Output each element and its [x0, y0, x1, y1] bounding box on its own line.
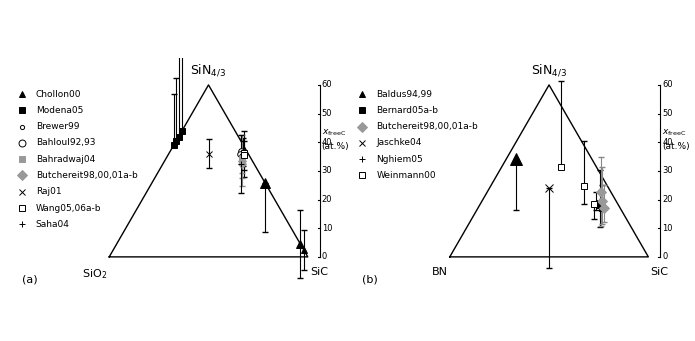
Text: SiN$_{4/3}$: SiN$_{4/3}$ — [531, 62, 567, 78]
Text: Weinmann00: Weinmann00 — [376, 171, 436, 180]
Text: 50: 50 — [322, 109, 332, 118]
Text: 10: 10 — [662, 224, 673, 233]
Text: Butchereit98,00,01a-b: Butchereit98,00,01a-b — [35, 171, 138, 180]
Text: (a): (a) — [22, 275, 38, 285]
Text: 10: 10 — [322, 224, 332, 233]
Text: BN: BN — [432, 267, 448, 277]
Text: SiO$_2$: SiO$_2$ — [82, 267, 107, 281]
Text: Saha04: Saha04 — [35, 220, 70, 229]
Text: 60: 60 — [322, 80, 332, 89]
Text: Jaschke04: Jaschke04 — [376, 138, 422, 147]
Text: Bahloul92,93: Bahloul92,93 — [35, 138, 95, 147]
Text: Butchereit98,00,01a-b: Butchereit98,00,01a-b — [376, 122, 478, 131]
Text: (at.%): (at.%) — [322, 142, 350, 151]
Text: Chollon00: Chollon00 — [35, 90, 81, 99]
Text: Nghiem05: Nghiem05 — [376, 155, 423, 164]
Text: Bernard05a-b: Bernard05a-b — [376, 106, 439, 115]
Text: SiN$_{4/3}$: SiN$_{4/3}$ — [190, 62, 227, 78]
Text: SiC: SiC — [310, 267, 328, 277]
Text: Baldus94,99: Baldus94,99 — [376, 90, 432, 99]
Text: 40: 40 — [662, 138, 673, 147]
Text: 60: 60 — [662, 80, 673, 89]
Text: 20: 20 — [662, 195, 673, 204]
Text: 30: 30 — [662, 166, 673, 175]
Text: $x_{\rm freeC}$: $x_{\rm freeC}$ — [662, 128, 687, 138]
Text: Modena05: Modena05 — [35, 106, 83, 115]
Text: $x_{\rm freeC}$: $x_{\rm freeC}$ — [322, 128, 346, 138]
Text: 40: 40 — [322, 138, 332, 147]
Text: (b): (b) — [362, 275, 378, 285]
Text: 30: 30 — [322, 166, 332, 175]
Text: 0: 0 — [662, 252, 667, 262]
Text: Wang05,06a-b: Wang05,06a-b — [35, 204, 101, 212]
Text: (at.%): (at.%) — [662, 142, 690, 151]
Text: Bahradwaj04: Bahradwaj04 — [35, 155, 95, 164]
Text: 20: 20 — [322, 195, 332, 204]
Text: SiC: SiC — [651, 267, 669, 277]
Text: 0: 0 — [322, 252, 327, 262]
Text: 50: 50 — [662, 109, 673, 118]
Text: Brewer99: Brewer99 — [35, 122, 79, 131]
Text: Raj01: Raj01 — [35, 187, 61, 196]
